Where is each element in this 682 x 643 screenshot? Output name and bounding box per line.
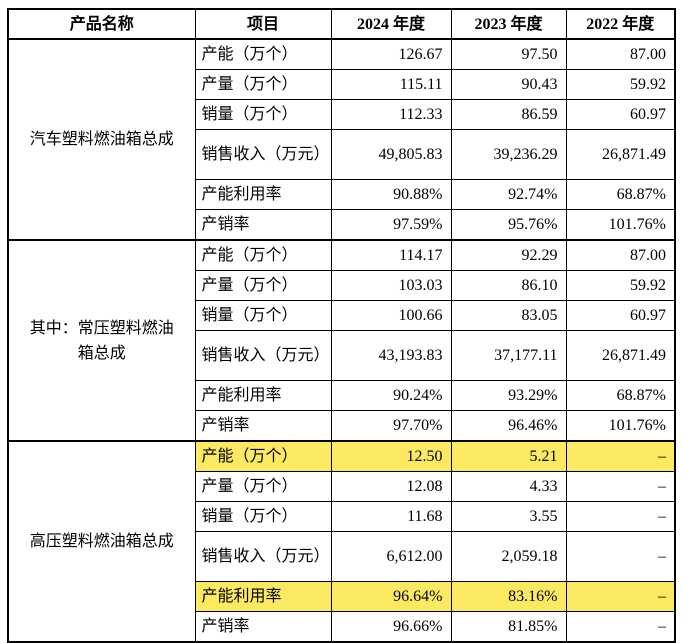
item-cell: 销量（万个） (194, 501, 332, 532)
column-header-item: 项目 (194, 8, 332, 40)
product-name-high-pressure-fuel-tank: 高压塑料燃油箱总成 (7, 440, 196, 643)
value-cell-2023: 83.05 (450, 300, 567, 331)
value-cell-2024: 112.33 (330, 99, 452, 130)
value-cell-2024: 103.03 (330, 270, 452, 301)
value-cell-2024: 97.59% (330, 209, 452, 241)
value-cell-2023: 96.46% (450, 410, 567, 442)
table-row: 产量（万个） 103.03 86.10 59.92 (8, 270, 676, 301)
production-sales-table: 产品名称 项目 2024 年度 2023 年度 2022 年度 汽车塑料燃油箱总… (7, 8, 676, 643)
column-header-product-name: 产品名称 (7, 8, 196, 40)
value-cell-2022: 101.76% (565, 209, 676, 241)
value-cell-2022-highlighted: – (565, 440, 676, 472)
value-cell-2023: 86.59 (450, 99, 567, 130)
table-row: 产能利用率 90.88% 92.74% 68.87% (8, 179, 676, 210)
table-row: 销售收入（万元） 43,193.83 37,177.11 26,871.49 (8, 330, 676, 381)
value-cell-2022-highlighted: – (565, 581, 676, 612)
value-cell-2023: 3.55 (450, 501, 567, 532)
value-cell-2024: 11.68 (330, 501, 452, 532)
column-header-2023: 2023 年度 (450, 8, 567, 40)
value-cell-2023: 95.76% (450, 209, 567, 241)
table-row: 产量（万个） 12.08 4.33 – (8, 471, 676, 502)
value-cell-2023: 93.29% (450, 380, 567, 411)
table-row: 产能利用率 90.24% 93.29% 68.87% (8, 380, 676, 411)
value-cell-2024: 49,805.83 (330, 129, 452, 180)
table-row: 产销率 97.59% 95.76% 101.76% (8, 209, 676, 241)
table-row: 高压塑料燃油箱总成 产能（万个） 12.50 5.21 – (7, 440, 676, 643)
value-cell-2022: – (565, 471, 676, 502)
value-cell-2023: 81.85% (450, 611, 567, 643)
value-cell-2022: – (565, 611, 676, 643)
value-cell-2022: 87.00 (565, 239, 676, 271)
value-cell-2023: 2,059.18 (450, 531, 567, 582)
item-cell: 销售收入（万元） (194, 330, 332, 381)
value-cell-2022: 68.87% (565, 380, 676, 411)
value-cell-2022: 60.97 (565, 99, 676, 130)
item-cell: 产能利用率 (194, 380, 332, 411)
value-cell-2023: 39,236.29 (450, 129, 567, 180)
item-cell: 产能（万个） (194, 239, 332, 271)
item-cell: 产量（万个） (194, 69, 332, 100)
value-cell-2022: 59.92 (565, 270, 676, 301)
value-cell-2023: 37,177.11 (450, 330, 567, 381)
value-cell-2024: 90.24% (330, 380, 452, 411)
item-cell: 产能（万个） (194, 38, 332, 70)
value-cell-2024: 126.67 (330, 38, 452, 70)
item-cell: 产能利用率 (194, 179, 332, 210)
value-cell-2023-highlighted: 83.16% (450, 581, 567, 612)
value-cell-2022: 59.92 (565, 69, 676, 100)
table-row: 销量（万个） 112.33 86.59 60.97 (8, 99, 676, 130)
value-cell-2024: 114.17 (330, 239, 452, 271)
item-cell: 产销率 (194, 611, 332, 643)
value-cell-2024: 43,193.83 (330, 330, 452, 381)
value-cell-2024: 96.66% (330, 611, 452, 643)
value-cell-2022: 68.87% (565, 179, 676, 210)
value-cell-2024: 115.11 (330, 69, 452, 100)
value-cell-2022: 87.00 (565, 38, 676, 70)
value-cell-2024: 90.88% (330, 179, 452, 210)
value-cell-2023: 92.74% (450, 179, 567, 210)
value-cell-2022: – (565, 531, 676, 582)
value-cell-2022: – (565, 501, 676, 532)
item-cell-highlighted: 产能利用率 (194, 581, 332, 612)
table-row: 销量（万个） 11.68 3.55 – (8, 501, 676, 532)
value-cell-2022: 101.76% (565, 410, 676, 442)
header-row: 产品名称 项目 2024 年度 2023 年度 2022 年度 (7, 8, 676, 40)
column-header-2024: 2024 年度 (330, 8, 452, 40)
item-cell: 销量（万个） (194, 300, 332, 331)
value-cell-2023: 90.43 (450, 69, 567, 100)
value-cell-2023: 4.33 (450, 471, 567, 502)
product-name-normal-pressure-fuel-tank: 其中：常压塑料燃油箱总成 (7, 239, 196, 442)
item-cell-highlighted: 产能（万个） (194, 440, 332, 472)
item-cell: 销售收入（万元） (194, 129, 332, 180)
item-cell: 产销率 (194, 410, 332, 442)
product-name-auto-fuel-tank: 汽车塑料燃油箱总成 (7, 38, 196, 241)
item-cell: 销售收入（万元） (194, 531, 332, 582)
table-row: 汽车塑料燃油箱总成 产能（万个） 126.67 97.50 87.00 (7, 38, 676, 241)
value-cell-2024-highlighted: 96.64% (330, 581, 452, 612)
value-cell-2022: 60.97 (565, 300, 676, 331)
item-cell: 产量（万个） (194, 471, 332, 502)
table-row: 其中：常压塑料燃油箱总成 产能（万个） 114.17 92.29 87.00 (7, 239, 676, 442)
item-cell: 产销率 (194, 209, 332, 241)
value-cell-2023: 86.10 (450, 270, 567, 301)
item-cell: 产量（万个） (194, 270, 332, 301)
value-cell-2022: 26,871.49 (565, 129, 676, 180)
table-row: 销量（万个） 100.66 83.05 60.97 (8, 300, 676, 331)
value-cell-2024-highlighted: 12.50 (330, 440, 452, 472)
value-cell-2023: 97.50 (450, 38, 567, 70)
value-cell-2022: 26,871.49 (565, 330, 676, 381)
value-cell-2023: 92.29 (450, 239, 567, 271)
value-cell-2024: 100.66 (330, 300, 452, 331)
item-cell: 销量（万个） (194, 99, 332, 130)
column-header-2022: 2022 年度 (565, 8, 676, 40)
table-row: 销售收入（万元） 6,612.00 2,059.18 – (8, 531, 676, 582)
table-row: 产量（万个） 115.11 90.43 59.92 (8, 69, 676, 100)
value-cell-2024: 6,612.00 (330, 531, 452, 582)
value-cell-2023-highlighted: 5.21 (450, 440, 567, 472)
value-cell-2024: 97.70% (330, 410, 452, 442)
value-cell-2024: 12.08 (330, 471, 452, 502)
table-row: 销售收入（万元） 49,805.83 39,236.29 26,871.49 (8, 129, 676, 180)
